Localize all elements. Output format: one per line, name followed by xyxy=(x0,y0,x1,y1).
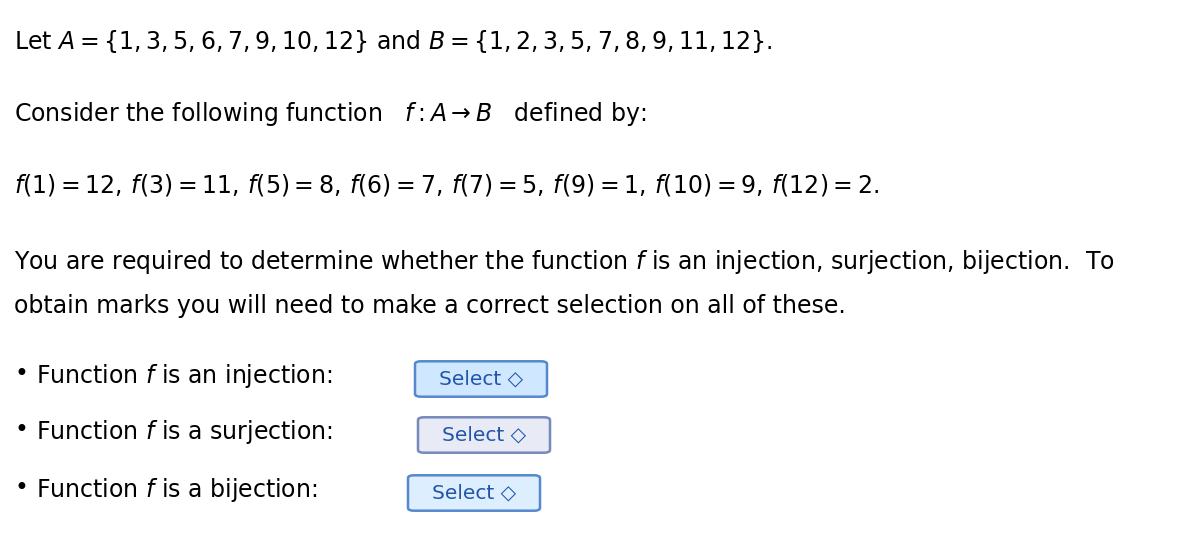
Text: Consider the following function   $f : A \to B$   defined by:: Consider the following function $f : A \… xyxy=(14,100,647,128)
Text: •: • xyxy=(14,476,28,500)
Text: You are required to determine whether the function $f$ is an injection, surjecti: You are required to determine whether th… xyxy=(14,248,1115,276)
Text: Let $A = \{1, 3, 5, 6, 7, 9, 10, 12\}$ and $B = \{1, 2, 3, 5, 7, 8, 9, 11, 12\}$: Let $A = \{1, 3, 5, 6, 7, 9, 10, 12\}$ a… xyxy=(14,28,773,55)
Text: Function $f$ is a surjection:: Function $f$ is a surjection: xyxy=(36,418,343,446)
FancyBboxPatch shape xyxy=(415,362,547,397)
Text: Function $f$ is a bijection:: Function $f$ is a bijection: xyxy=(36,476,328,504)
FancyBboxPatch shape xyxy=(408,475,540,511)
Text: Function $f$ is an injection:: Function $f$ is an injection: xyxy=(36,362,343,390)
Text: Select ◇: Select ◇ xyxy=(432,483,516,502)
FancyBboxPatch shape xyxy=(418,417,550,453)
Text: •: • xyxy=(14,418,28,442)
Text: Select ◇: Select ◇ xyxy=(439,370,523,389)
Text: Select ◇: Select ◇ xyxy=(442,425,526,444)
Text: $f(1) = 12,\, f(3) = 11,\, f(5) = 8,\, f(6) = 7,\, f(7) = 5,\, f(9) = 1,\, f(10): $f(1) = 12,\, f(3) = 11,\, f(5) = 8,\, f… xyxy=(14,172,880,198)
Text: obtain marks you will need to make a correct selection on all of these.: obtain marks you will need to make a cor… xyxy=(14,294,846,318)
Text: •: • xyxy=(14,362,28,386)
